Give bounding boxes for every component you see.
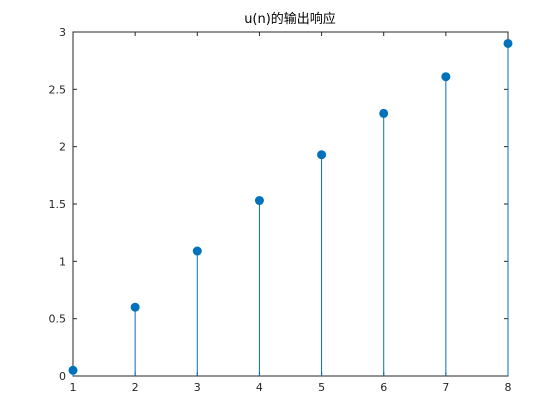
x-tick-label: 8 [505,381,512,394]
y-tick-label: 0.5 [49,313,67,326]
stem-marker [503,38,513,48]
chart-title: u(n)的输出响应 [244,11,336,27]
stem-series [68,38,513,376]
tick-group: 1 2 3 4 5 6 7 8 0 0.5 1 1.5 2 2.5 3 [49,26,512,394]
y-tick-label: 1 [59,255,66,268]
y-tick-label: 0 [59,370,66,383]
x-tick-label: 6 [380,381,387,394]
x-tick-label: 3 [194,381,201,394]
y-tick-label: 3 [59,26,66,39]
y-tick-label: 2 [59,141,66,154]
stem-marker [68,365,78,375]
x-tick-label: 1 [70,381,77,394]
stem-marker [192,246,202,256]
stem-marker [379,108,389,118]
x-tick-label: 2 [132,381,139,394]
y-tick-label: 2.5 [49,83,67,96]
y-tick-label: 1.5 [49,198,67,211]
x-tick-label: 5 [318,381,325,394]
stem-marker [254,196,264,206]
stem-marker [441,72,451,82]
x-tick-label: 4 [256,381,263,394]
stem-marker [130,302,140,312]
plot-area-box [72,31,509,377]
stem-marker [317,150,327,160]
x-tick-label: 7 [442,381,449,394]
